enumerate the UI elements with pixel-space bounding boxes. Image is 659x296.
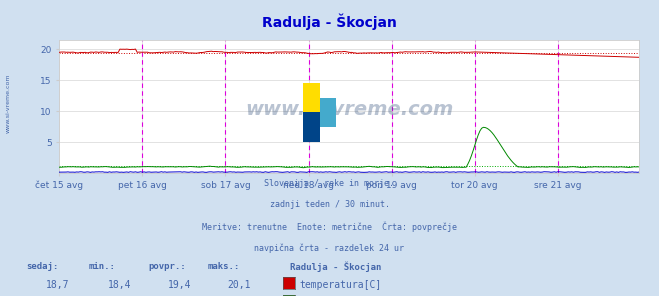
Text: www.si-vreme.com: www.si-vreme.com xyxy=(245,100,453,119)
Text: 20,1: 20,1 xyxy=(227,280,250,290)
Text: www.si-vreme.com: www.si-vreme.com xyxy=(5,74,11,133)
Text: temperatura[C]: temperatura[C] xyxy=(300,280,382,290)
Text: Slovenija / reke in morje.: Slovenija / reke in morje. xyxy=(264,179,395,188)
Text: zadnji teden / 30 minut.: zadnji teden / 30 minut. xyxy=(270,200,389,209)
Text: sedaj:: sedaj: xyxy=(26,262,59,271)
Text: Meritve: trenutne  Enote: metrične  Črta: povprečje: Meritve: trenutne Enote: metrične Črta: … xyxy=(202,222,457,232)
Text: Radulja - Škocjan: Radulja - Škocjan xyxy=(262,13,397,30)
Text: povpr.:: povpr.: xyxy=(148,262,186,271)
Text: min.:: min.: xyxy=(89,262,116,271)
Text: maks.:: maks.: xyxy=(208,262,240,271)
Text: Radulja - Škocjan: Radulja - Škocjan xyxy=(290,262,382,272)
Text: 18,7: 18,7 xyxy=(45,280,69,290)
Text: 19,4: 19,4 xyxy=(167,280,191,290)
Text: 18,4: 18,4 xyxy=(108,280,132,290)
Text: navpična črta - razdelek 24 ur: navpična črta - razdelek 24 ur xyxy=(254,243,405,252)
